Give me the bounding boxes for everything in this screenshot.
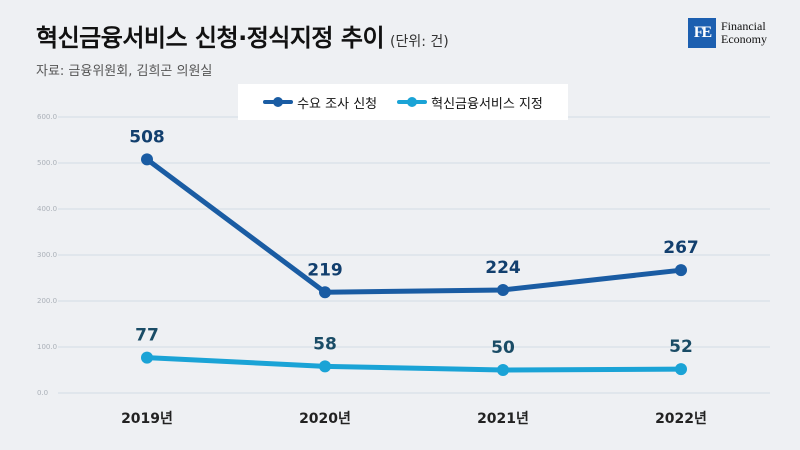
legend-swatch-designation <box>397 97 428 107</box>
y-tick-label: 400.0 <box>37 205 57 213</box>
chart-header: 혁신금융서비스 신청·정식지정 추이 (단위: 건) <box>36 18 449 53</box>
logo-wordmark: Financial Economy <box>721 20 767 46</box>
data-label: 52 <box>669 337 693 357</box>
data-point <box>141 351 153 364</box>
legend-item-designation: 혁신금융서비스 지정 <box>397 93 543 112</box>
x-tick-label: 2021년 <box>477 411 529 427</box>
logo-line-2: Economy <box>721 32 767 46</box>
source-note: 자료: 금융위원회, 김희곤 의원실 <box>36 64 213 79</box>
legend-label-designation: 혁신금융서비스 지정 <box>431 96 543 112</box>
data-label: 219 <box>307 260 343 280</box>
unit-note: (단위: 건) <box>390 34 449 50</box>
legend-item-demand: 수요 조사 신청 <box>263 93 377 112</box>
grid-lines <box>58 116 770 394</box>
legend: 수요 조사 신청 혁신금융서비스 지정 <box>238 84 568 120</box>
data-point <box>319 286 331 299</box>
series-line <box>144 355 684 373</box>
y-tick-label: 200.0 <box>37 297 57 305</box>
data-label: 77 <box>135 326 159 346</box>
logo-line-1: Financial <box>721 19 766 33</box>
data-point <box>675 363 687 376</box>
data-label: 224 <box>485 258 521 278</box>
y-tick-label: 300.0 <box>37 251 57 259</box>
y-tick-label: 100.0 <box>37 343 57 351</box>
x-tick-label: 2020년 <box>299 411 351 427</box>
data-point <box>141 153 153 166</box>
chart-title: 혁신금융서비스 신청·정식지정 추이 <box>36 24 385 52</box>
data-label: 58 <box>313 334 337 354</box>
brand-logo: FE Financial Economy <box>688 18 767 48</box>
legend-swatch-demand <box>263 97 294 107</box>
x-tick-label: 2022년 <box>655 411 707 427</box>
data-point <box>497 283 509 296</box>
x-tick-label: 2019년 <box>121 411 173 427</box>
y-tick-label: 600.0 <box>37 113 57 121</box>
data-label: 508 <box>129 127 165 147</box>
data-point <box>319 360 331 373</box>
data-label: 267 <box>663 238 699 258</box>
x-axis-labels: 2019년 2020년 2021년 2022년 <box>121 411 707 427</box>
logo-mark: FE <box>688 18 716 48</box>
data-point <box>497 364 509 376</box>
y-axis-labels: 0.0 100.0 200.0 300.0 400.0 500.0 600.0 <box>37 113 57 397</box>
series-layer: 508 219 224 267 77 58 50 52 <box>129 127 699 376</box>
series-line <box>144 156 684 295</box>
y-tick-label: 500.0 <box>37 159 57 167</box>
y-tick-label: 0.0 <box>37 389 48 397</box>
data-point <box>675 264 687 277</box>
legend-label-demand: 수요 조사 신청 <box>297 96 378 112</box>
data-label: 50 <box>491 338 515 358</box>
